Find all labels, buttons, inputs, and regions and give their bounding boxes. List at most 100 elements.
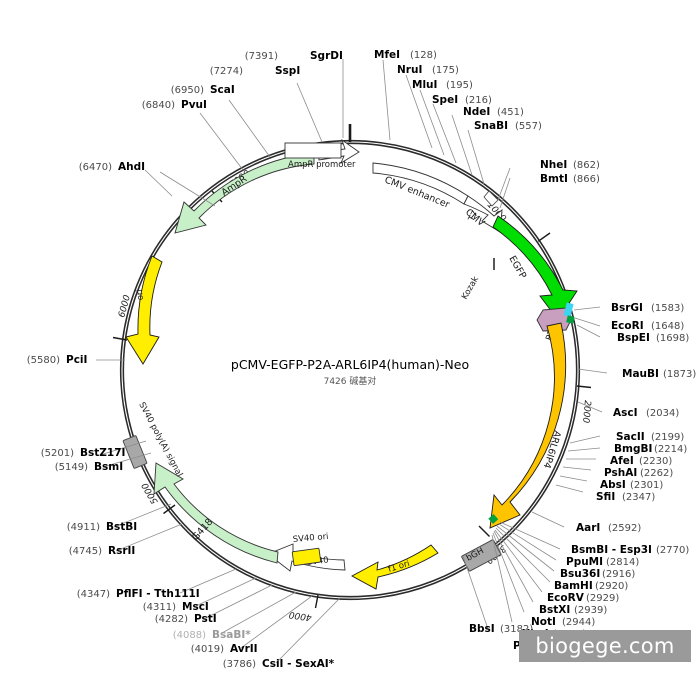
svg-text:PvuI: PvuI [181,99,207,111]
svg-text:(2939): (2939) [574,605,607,616]
site-bstbi: (4911) BstBI [67,521,137,533]
feature-label-ampr-promoter: AmpR promoter [288,160,356,170]
svg-text:(4911): (4911) [67,522,100,533]
svg-text:(3182): (3182) [500,624,533,635]
svg-text:AscI: AscI [613,407,638,419]
svg-text:(4282): (4282) [155,614,188,625]
svg-text:EcoRV: EcoRV [547,592,585,604]
svg-text:(4745): (4745) [69,546,102,557]
tick-mark-5000 [163,504,176,515]
page-title: pCMV-EGFP-P2A-ARL6IP4(human)-Neo [231,357,469,372]
site-ecori: EcoRI (1648) [611,320,684,332]
feature-arl6ip4: ARL6IP4 [489,322,567,529]
svg-text:MfeI: MfeI [374,49,400,61]
svg-text:(2592): (2592) [608,523,641,534]
svg-text:(2814): (2814) [606,557,639,568]
site-asci: AscI (2034) [613,407,679,419]
tick-mark-6000 [112,336,128,341]
svg-text:MluI: MluI [412,79,437,91]
svg-text:ScaI: ScaI [210,84,235,96]
feature-egfp: EGFP [492,215,578,321]
svg-text:(1648): (1648) [651,321,684,332]
svg-text:(2770): (2770) [656,545,689,556]
site-noti: NotI (2944) [531,616,595,628]
site-mlui: MluI (195) [412,79,473,91]
svg-text:(5201): (5201) [41,448,74,459]
feature-label-kozak: Kozak [460,275,481,302]
plasmid-title-group: pCMV-EGFP-P2A-ARL6IP4(human)-Neo 7426 碱基… [231,357,469,387]
feature-label-egfp: EGFP [506,254,528,281]
svg-text:(2920): (2920) [595,581,628,592]
site-nhei: NheI (862) [540,159,600,171]
svg-text:NruI: NruI [397,64,422,76]
svg-text:(866): (866) [573,174,600,185]
svg-text:(1583): (1583) [651,303,684,314]
site-pcii: (5580) PciI [27,354,88,366]
svg-text:BstXI: BstXI [539,604,570,616]
svg-text:EcoRI: EcoRI [611,320,644,332]
site-csii-sexai: (3786) CsiI - SexAI* [223,658,335,670]
watermark-text: biogege.com [535,634,675,658]
site-maubi: MauBI (1873) [622,368,696,380]
tick-label-2000: 2000 [580,400,592,424]
site-avrii: (4019) AvrII [191,643,258,655]
svg-text:PpuMI: PpuMI [566,556,603,568]
feature-bgh: bGH [461,539,502,572]
svg-text:SpeI: SpeI [432,94,458,106]
site-bsmbi-esp3i: BsmBI - Esp3I (2770) [571,544,689,556]
svg-text:(862): (862) [573,160,600,171]
svg-text:MscI: MscI [182,601,209,613]
feature-ampr-promoter: AmpR promoter [284,138,360,170]
site-rsrii: (4745) RsrII [69,545,136,557]
svg-text:BsmBI - Esp3I: BsmBI - Esp3I [571,544,652,556]
feature-sv40-ori: SV40 ori [291,532,329,567]
svg-text:(5149): (5149) [55,462,88,473]
tick-label-4000: 4000 [288,609,312,622]
svg-text:PshAI: PshAI [604,467,637,479]
svg-text:(2262): (2262) [640,468,673,479]
site-sgrdi: (7391) SgrDI [245,50,343,62]
svg-text:SnaBI: SnaBI [474,120,508,132]
svg-text:(5580): (5580) [27,355,60,366]
svg-text:BsmI: BsmI [94,461,123,473]
svg-text:BmgBI: BmgBI [614,443,652,455]
svg-text:BspEI: BspEI [617,332,650,344]
feature-label-f1-ori: f1 ori [387,559,411,575]
svg-text:(2944): (2944) [562,617,595,628]
svg-text:SgrDI: SgrDI [310,50,343,62]
site-psti: (4282) PstI [155,613,217,625]
svg-text:(7391): (7391) [245,51,278,62]
site-bstxi: BstXI (2939) [539,604,607,616]
feature-ori: ori [125,255,163,365]
svg-text:(2214): (2214) [654,444,687,455]
svg-text:(195): (195) [446,80,473,91]
svg-text:(2929): (2929) [586,593,619,604]
svg-text:(6470): (6470) [79,162,112,173]
site-pflfi-tth111i: (4347) PflFI - Tth111I [77,588,200,600]
site-bstz17i: (5201) BstZ17I [41,447,126,459]
site-afei: AfeI (2230) [610,455,672,467]
site-ahdi: (6470) AhdI [79,161,145,173]
svg-text:PflFI - Tth111I: PflFI - Tth111I [116,588,200,600]
site-pshai: PshAI (2262) [604,467,673,479]
svg-text:Bsu36I: Bsu36I [560,568,600,580]
site-bsabi: (4088) BsaBI* [173,629,252,641]
site-nrui: NruI (175) [397,64,459,76]
svg-text:SacII: SacII [616,431,645,443]
site-msci: (4311) MscI [143,601,209,613]
svg-text:(4347): (4347) [77,589,110,600]
site-ndei: NdeI (451) [463,106,524,118]
svg-text:(1698): (1698) [656,333,689,344]
site-sfii: SfiI (2347) [596,491,655,503]
leader-lines [96,59,608,664]
site-ppumi: PpuMI (2814) [566,556,639,568]
site-snabi: SnaBI (557) [474,120,542,132]
svg-text:(2199): (2199) [651,432,684,443]
svg-text:BstBI: BstBI [106,521,137,533]
svg-text:(3786): (3786) [223,659,256,670]
svg-text:(128): (128) [410,50,437,61]
site-bsrgi: BsrGI (1583) [611,302,684,314]
site-bamhi: BamHI (2920) [554,580,628,592]
feature-sv40-polya: SV40 poly(A) signal [122,401,184,479]
